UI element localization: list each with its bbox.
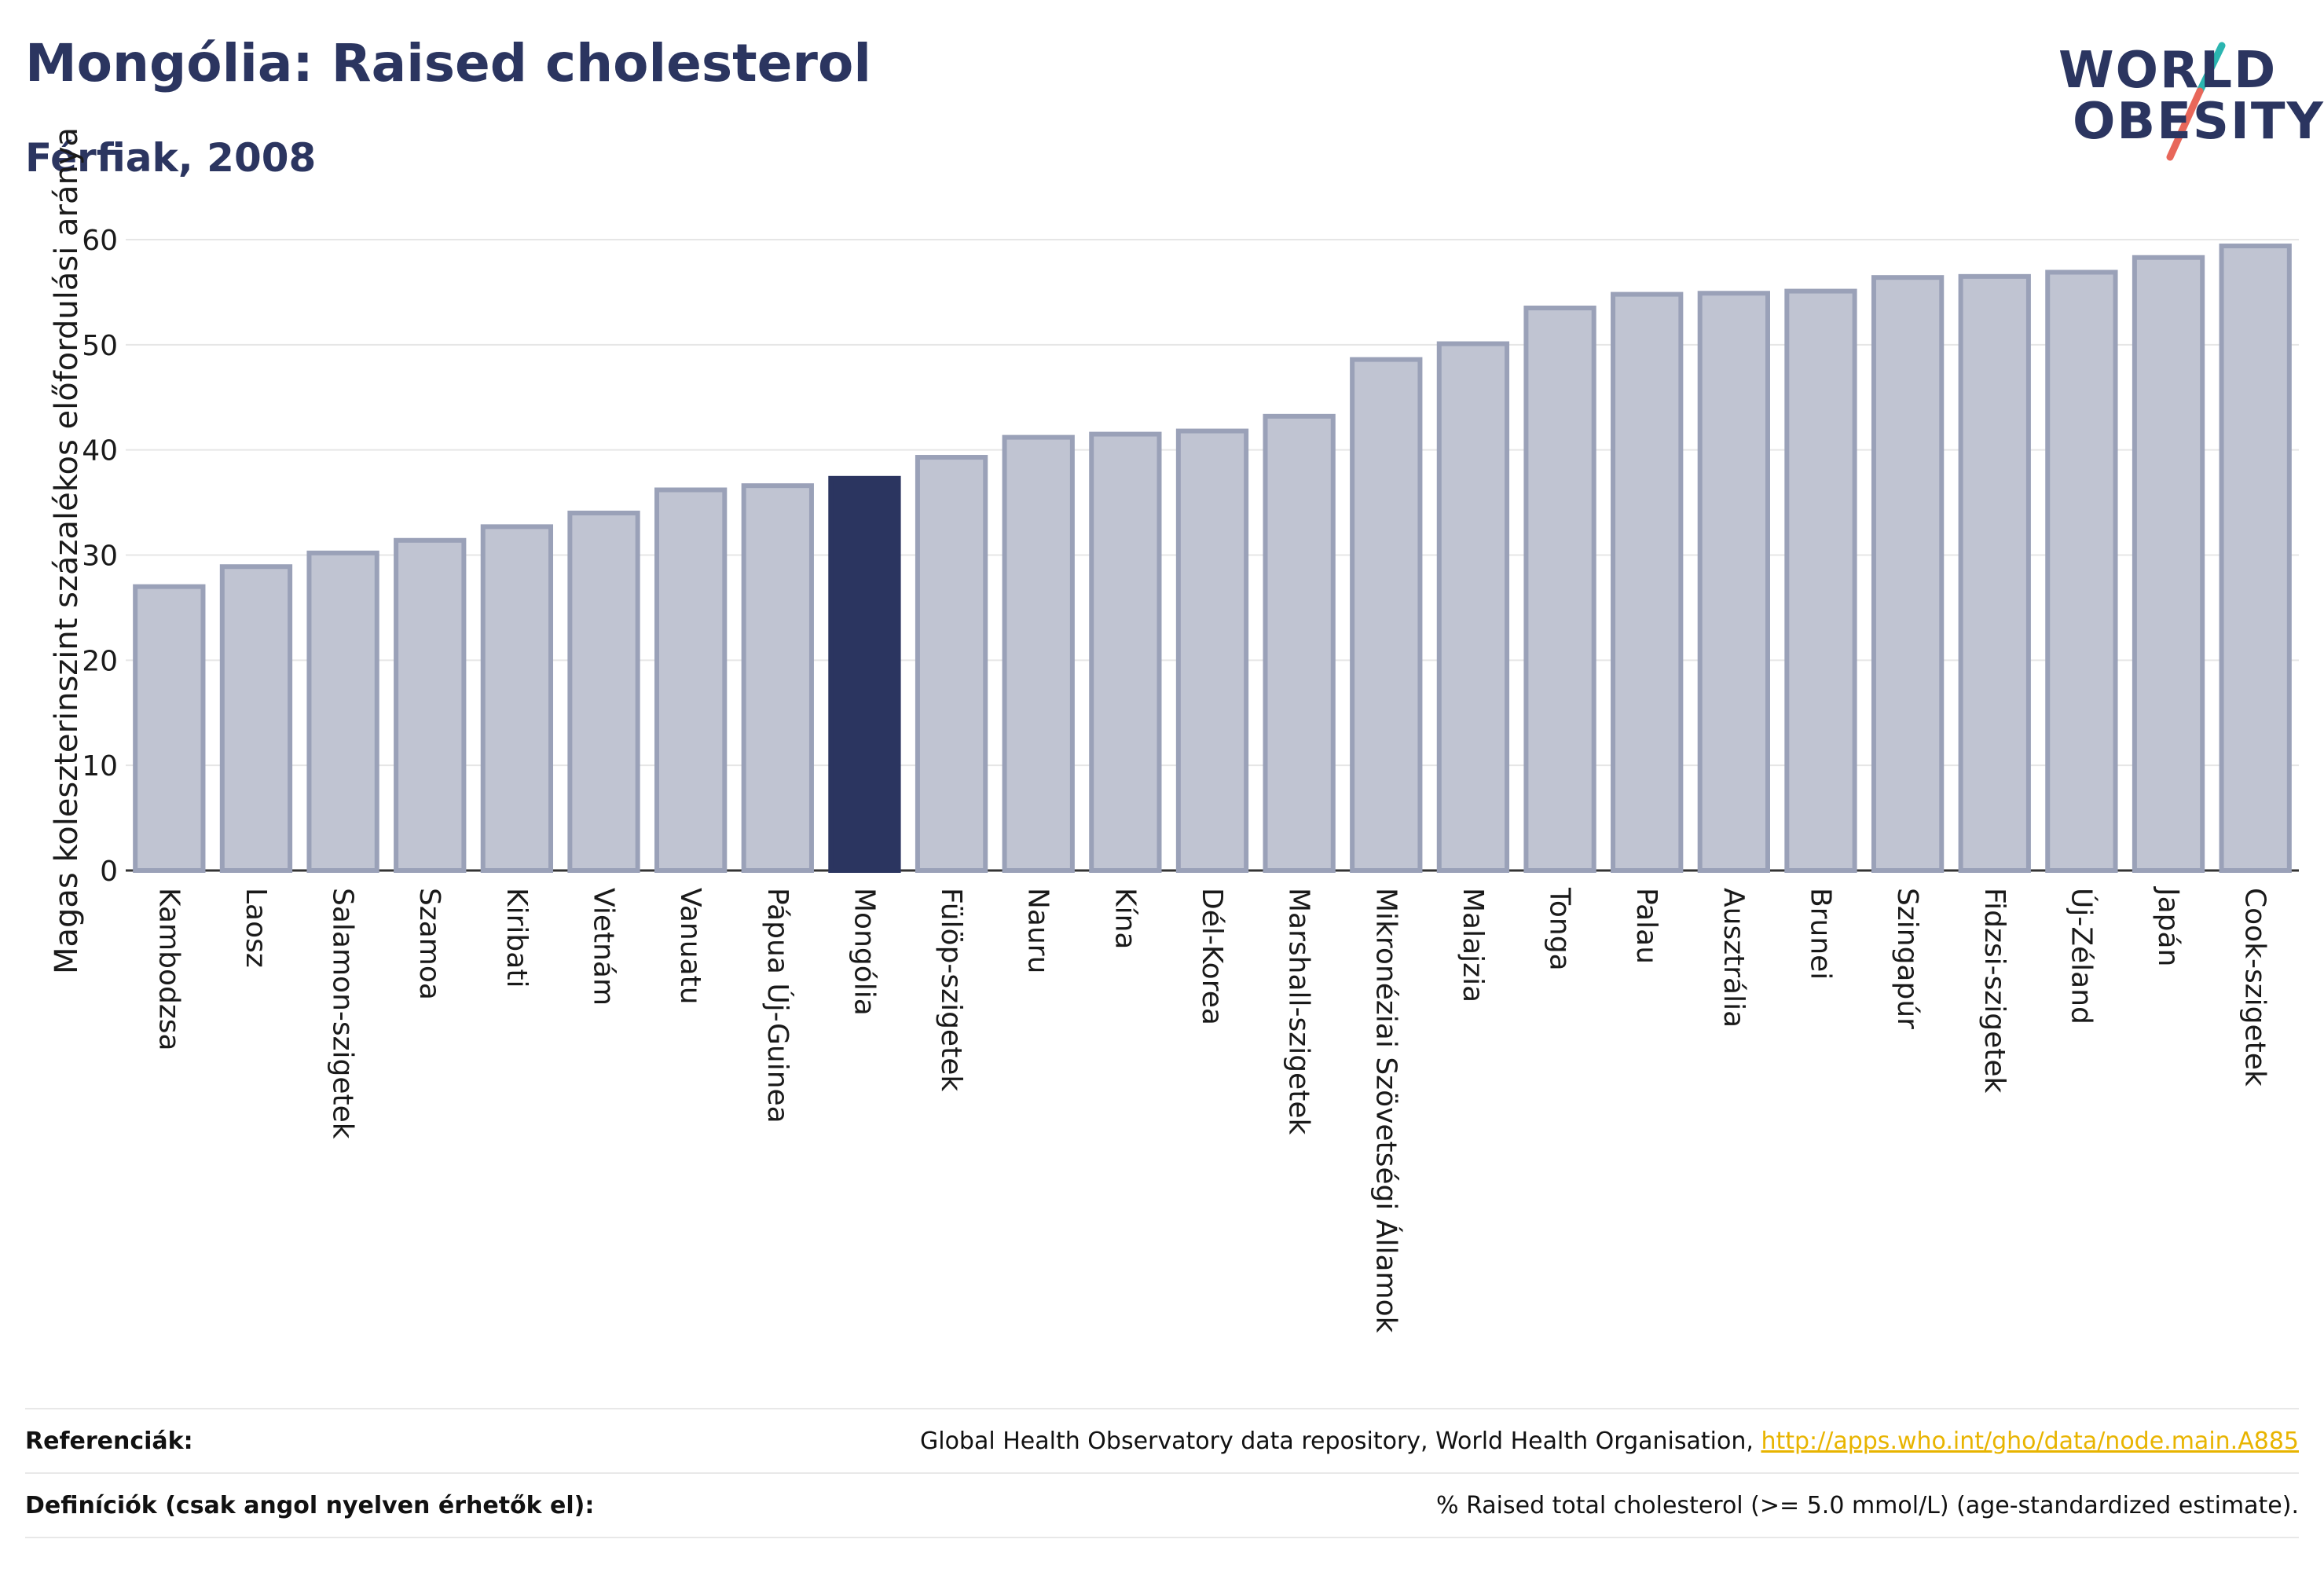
x-tick-label: Szingapúr — [1891, 888, 1923, 1029]
bar[interactable] — [2132, 255, 2205, 874]
x-tick-label: Vietnám — [588, 888, 620, 1006]
references-text: Global Health Observatory data repositor… — [920, 1427, 1754, 1455]
x-tick-label: Pápua Új-Guinea — [761, 888, 794, 1123]
x-tick-label: Nauru — [1022, 888, 1054, 973]
x-tick-label: Tonga — [1544, 887, 1576, 971]
bar-highlighted[interactable] — [828, 475, 901, 874]
bar[interactable] — [654, 487, 728, 873]
x-tick-label: Kína — [1109, 888, 1141, 950]
bar[interactable] — [133, 584, 206, 874]
x-tick-labels: Kambodzsa Laosz Salamon-szigetek Szamoa Kiri… — [152, 886, 2271, 1333]
bar[interactable] — [1263, 413, 1336, 873]
references-link[interactable]: http://apps.who.int/gho/data/node.main.A… — [1761, 1427, 2299, 1455]
logo-word-obesity: OBESITY — [2073, 93, 2324, 151]
x-tick-label: Dél-Korea — [1196, 888, 1228, 1025]
bar[interactable] — [1089, 431, 1162, 873]
bar[interactable] — [741, 483, 814, 873]
x-tick-label: Kambodzsa — [152, 888, 185, 1051]
references-value: Global Health Observatory data repositor… — [920, 1428, 2299, 1455]
bar[interactable] — [219, 564, 293, 873]
bar[interactable] — [1958, 273, 2031, 873]
y-tick-label: 30 — [82, 541, 118, 573]
bar[interactable] — [2045, 269, 2118, 873]
definitions-text: % Raised total cholesterol (>= 5.0 mmol/… — [1436, 1491, 2299, 1519]
references-row: Referenciák: Global Health Observatory d… — [25, 1408, 2299, 1472]
x-tick-label: Palau — [1630, 888, 1662, 964]
y-tick-label: 20 — [82, 645, 118, 677]
y-tick-label: 60 — [82, 225, 118, 257]
x-tick-label: Cook-szigetek — [2239, 888, 2271, 1087]
x-tick-label: Japán — [2152, 886, 2184, 966]
x-tick-label: Brunei — [1804, 888, 1836, 980]
bar[interactable] — [394, 537, 467, 873]
y-tick-label: 40 — [82, 435, 118, 467]
x-tick-label: Marshall-szigetek — [1283, 888, 1315, 1134]
x-tick-label: Vanuatu — [674, 888, 706, 1005]
y-tick-label: 10 — [82, 750, 118, 783]
world-obesity-logo: WORLD OBESITY — [2043, 22, 2323, 171]
bar[interactable] — [915, 455, 988, 873]
x-tick-label: Ausztrália — [1717, 888, 1750, 1028]
logo-word-world: WORLD — [2058, 42, 2278, 100]
x-tick-label: Mikronéziai Szövetségi Államok — [1369, 888, 1402, 1333]
x-tick-label: Salamon-szigetek — [327, 888, 359, 1139]
bar[interactable] — [1697, 291, 1770, 873]
bar[interactable] — [1002, 434, 1075, 873]
x-tick-label: Malajzia — [1457, 888, 1489, 1002]
x-tick-label: Laosz — [240, 888, 272, 968]
bar[interactable] — [480, 524, 554, 873]
x-tick-label: Szamoa — [413, 888, 445, 1000]
x-tick-label: Fülöp-szigetek — [935, 888, 967, 1091]
y-tick-label: 50 — [82, 330, 118, 362]
bar[interactable] — [306, 550, 379, 873]
logo-slash-icon — [2166, 42, 2226, 161]
bar[interactable] — [1523, 305, 1596, 874]
y-tick-labels: 0 10 20 30 40 50 60 — [82, 225, 118, 888]
bar[interactable] — [2219, 244, 2292, 873]
bars — [133, 244, 2292, 874]
bar[interactable] — [1871, 275, 1945, 873]
chart-title: Mongólia: Raised cholesterol — [25, 33, 871, 93]
bar[interactable] — [1175, 428, 1249, 873]
bar-chart: 0 10 20 30 40 50 60 Kambodzsa Laosz Salamon-szig… — [82, 225, 2299, 1333]
x-tick-label: Kiribati — [500, 888, 533, 988]
x-tick-label: Mongólia — [848, 888, 880, 1016]
y-tick-label: 0 — [100, 856, 118, 888]
x-tick-label: Új-Zéland — [2065, 888, 2098, 1024]
bar[interactable] — [1784, 288, 1857, 874]
chart-subtitle: Férfiak, 2008 — [25, 135, 317, 181]
bar[interactable] — [567, 510, 640, 873]
bar[interactable] — [1350, 357, 1423, 873]
definitions-row: Definíciók (csak angol nyelven érhetők e… — [25, 1472, 2299, 1538]
bar[interactable] — [1436, 341, 1510, 873]
definitions-label: Definíciók (csak angol nyelven érhetők e… — [25, 1491, 595, 1519]
references-label: Referenciák: — [25, 1427, 193, 1455]
bar[interactable] — [1611, 291, 1684, 873]
x-tick-label: Fidzsi-szigetek — [1978, 888, 2011, 1094]
